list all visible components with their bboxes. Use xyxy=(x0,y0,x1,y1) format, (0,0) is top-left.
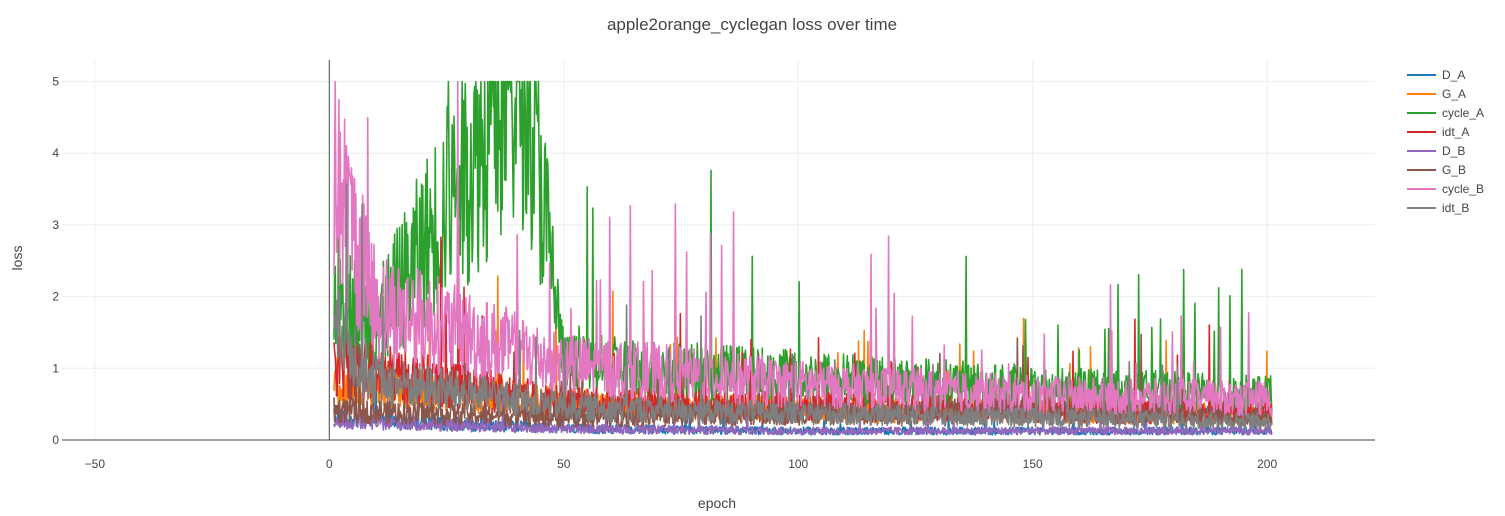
tick-layer: −50 0 50 100 150 200 0 1 2 3 4 5 xyxy=(52,75,1277,471)
y-axis-title: loss xyxy=(9,246,25,271)
axes-layer xyxy=(62,60,1375,441)
series-layer xyxy=(333,80,1273,436)
y-tick-label: 3 xyxy=(52,218,59,232)
legend[interactable]: D_A G_A cycle_A idt_A D_B G_B cycle_B idt_B xyxy=(1407,68,1484,215)
series-line-cycle_B xyxy=(333,80,1273,417)
legend-item-idt_A[interactable]: idt_A xyxy=(1407,125,1469,139)
legend-label: D_B xyxy=(1442,144,1465,158)
legend-label: G_A xyxy=(1442,87,1466,101)
legend-label: idt_A xyxy=(1442,125,1469,139)
legend-item-D_B[interactable]: D_B xyxy=(1407,144,1465,158)
y-tick-label: 4 xyxy=(52,146,59,160)
series-line-D_B xyxy=(333,382,1273,436)
legend-label: D_A xyxy=(1442,68,1465,82)
legend-item-G_B[interactable]: G_B xyxy=(1407,163,1466,177)
legend-item-cycle_A[interactable]: cycle_A xyxy=(1407,106,1484,120)
x-tick-label: −50 xyxy=(85,457,106,471)
y-tick-label: 5 xyxy=(52,75,59,89)
legend-label: cycle_A xyxy=(1442,106,1484,120)
y-tick-label: 0 xyxy=(52,433,59,447)
series-line-idt_B xyxy=(333,183,1273,430)
legend-label: G_B xyxy=(1442,163,1466,177)
x-tick-label: 100 xyxy=(788,457,808,471)
x-tick-label: 50 xyxy=(557,457,571,471)
x-tick-label: 150 xyxy=(1023,457,1043,471)
y-tick-label: 1 xyxy=(52,361,59,375)
y-tick-label: 2 xyxy=(52,290,59,304)
legend-label: idt_B xyxy=(1442,201,1469,215)
x-tick-label: 200 xyxy=(1257,457,1277,471)
legend-item-D_A[interactable]: D_A xyxy=(1407,68,1465,82)
legend-item-cycle_B[interactable]: cycle_B xyxy=(1407,182,1484,196)
x-tick-label: 0 xyxy=(326,457,333,471)
legend-item-idt_B[interactable]: idt_B xyxy=(1407,201,1469,215)
legend-label: cycle_B xyxy=(1442,182,1484,196)
legend-item-G_A[interactable]: G_A xyxy=(1407,87,1466,101)
chart-title: apple2orange_cyclegan loss over time xyxy=(607,15,897,34)
x-axis-title: epoch xyxy=(698,495,736,511)
